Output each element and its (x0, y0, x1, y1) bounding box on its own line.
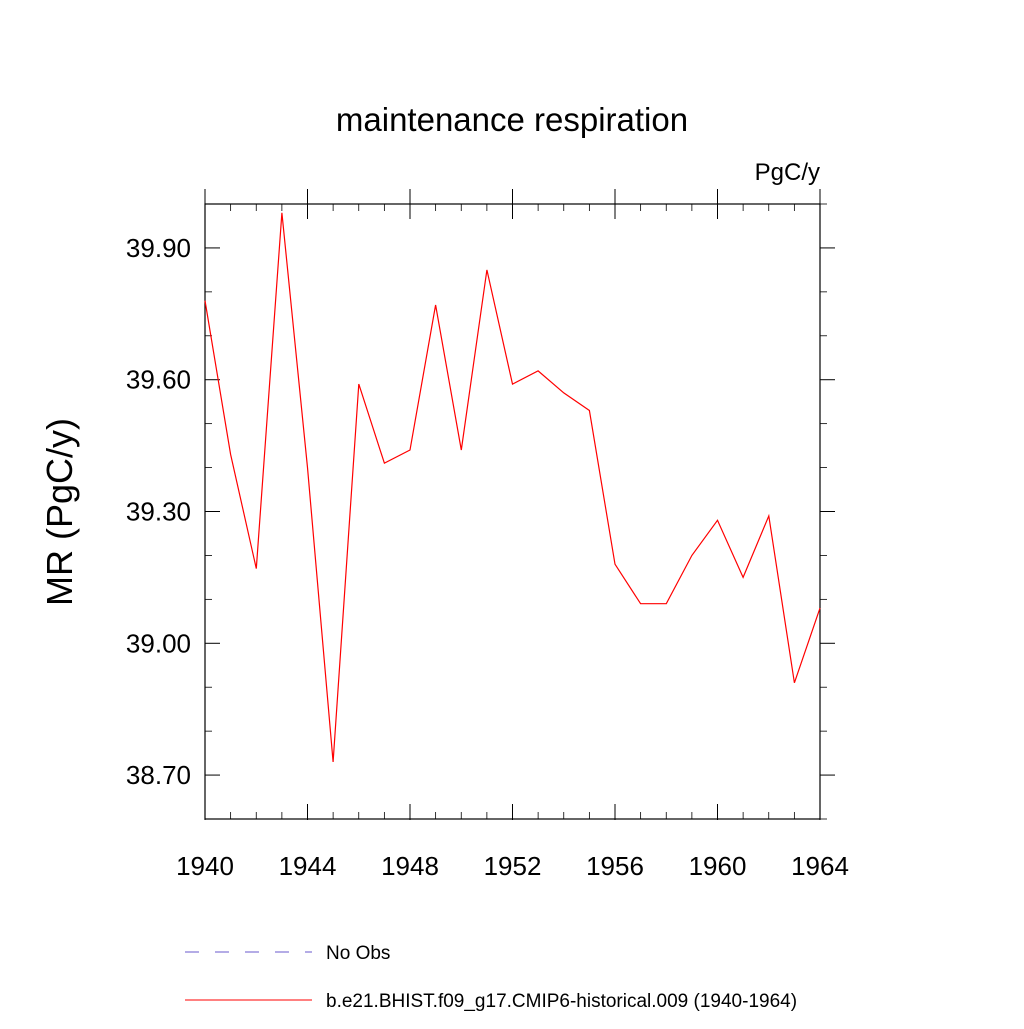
chart-title: maintenance respiration (336, 101, 688, 138)
x-tick-label: 1944 (279, 851, 337, 881)
y-tick-label: 39.60 (126, 365, 191, 395)
series-layer (204, 212, 821, 762)
series-line-1 (204, 212, 821, 762)
x-tick-label: 1964 (791, 851, 849, 881)
y-tick-label: 39.30 (126, 497, 191, 527)
legend: No Obs b.e21.BHIST.f09_g17.CMIP6-historic… (185, 943, 797, 1012)
x-tick-label: 1952 (484, 851, 542, 881)
legend-label-0: No Obs (326, 943, 390, 964)
axes: 1940 1944 1948 1952 1956 1960 1964 38.70 39.00 39… (126, 189, 849, 881)
x-tick-label: 1960 (689, 851, 747, 881)
x-tick-label: 1940 (176, 851, 234, 881)
y-tick-label: 39.90 (126, 233, 191, 263)
x-tick-label: 1956 (586, 851, 644, 881)
units-label: PgC/y (755, 159, 820, 186)
legend-label-1: b.e21.BHIST.f09_g17.CMIP6-historical.009… (326, 991, 797, 1012)
x-tick-label: 1948 (381, 851, 439, 881)
y-axis-title: MR (PgC/y) (39, 418, 80, 606)
plot-frame (204, 203, 821, 820)
y-tick-label: 38.70 (126, 760, 191, 790)
y-tick-label: 39.00 (126, 628, 191, 658)
